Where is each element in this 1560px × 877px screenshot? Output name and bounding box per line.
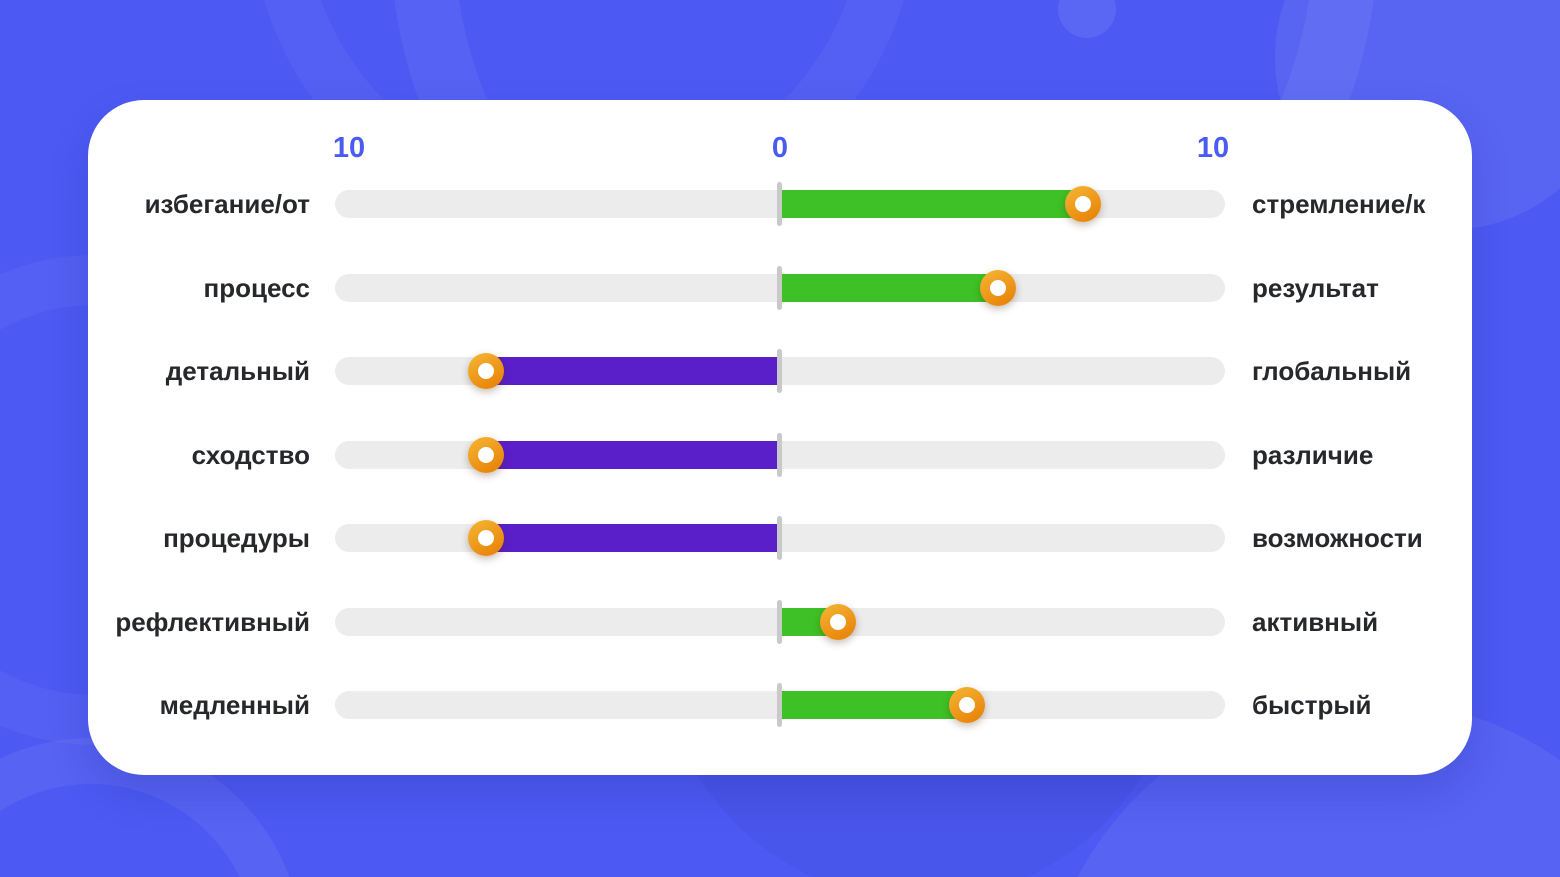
slider-track[interactable]: [335, 260, 1225, 316]
slider-handle[interactable]: [819, 603, 856, 640]
left-pole-label: избегание/от: [144, 189, 310, 219]
slider-row: рефлективный активный: [88, 594, 1472, 650]
slider-track[interactable]: [335, 594, 1225, 650]
right-pole-label: возможности: [1252, 523, 1423, 553]
slider-track[interactable]: [335, 510, 1225, 566]
slider-bar: [486, 440, 780, 469]
slider-bar: [780, 273, 999, 302]
center-tick: [777, 265, 782, 310]
axis-zero: 0: [771, 132, 789, 164]
slider-row: сходство различие: [88, 427, 1472, 483]
slider-handle[interactable]: [980, 269, 1017, 306]
slider-bar: [486, 357, 780, 385]
slider-bar: [780, 691, 967, 719]
slider-row: медленный быстрый: [88, 677, 1472, 733]
slider-track[interactable]: [335, 343, 1225, 399]
slider-bar: [780, 190, 1083, 218]
slider-row: процедуры возможности: [88, 510, 1472, 566]
slider-track[interactable]: [335, 427, 1225, 483]
left-pole-label: детальный: [165, 356, 310, 386]
right-pole-label: активный: [1252, 606, 1379, 637]
slider-handle[interactable]: [468, 436, 505, 473]
left-pole-label: медленный: [159, 690, 310, 720]
center-tick: [777, 683, 782, 727]
slider-row: процесс результат: [88, 260, 1472, 316]
center-tick: [777, 182, 782, 226]
results-card: 10 0 10 избегание/от стремление/к процес…: [88, 100, 1472, 775]
center-tick: [777, 599, 782, 644]
axis-right-max: 10: [1196, 132, 1230, 164]
slider-handle[interactable]: [468, 520, 505, 556]
slider-track[interactable]: [335, 176, 1225, 232]
right-pole-label: глобальный: [1252, 356, 1412, 386]
left-pole-label: процедуры: [163, 523, 310, 553]
center-tick: [777, 349, 782, 393]
right-pole-label: результат: [1252, 272, 1379, 303]
slider-handle[interactable]: [948, 687, 985, 723]
left-pole-label: сходство: [191, 439, 310, 470]
center-tick: [777, 516, 782, 560]
right-pole-label: быстрый: [1252, 690, 1372, 720]
right-pole-label: стремление/к: [1252, 189, 1426, 219]
slider-bar: [486, 524, 780, 552]
slider-handle[interactable]: [468, 353, 505, 389]
slider-row: детальный глобальный: [88, 343, 1472, 399]
slider-track[interactable]: [335, 677, 1225, 733]
slider-handle[interactable]: [1064, 186, 1101, 222]
bg-circle: [1058, 0, 1116, 38]
slider-row: избегание/от стремление/к: [88, 176, 1472, 232]
left-pole-label: рефлективный: [115, 606, 310, 637]
axis-left-max: 10: [332, 132, 366, 164]
left-pole-label: процесс: [203, 272, 311, 303]
right-pole-label: различие: [1252, 439, 1374, 470]
center-tick: [777, 432, 782, 477]
